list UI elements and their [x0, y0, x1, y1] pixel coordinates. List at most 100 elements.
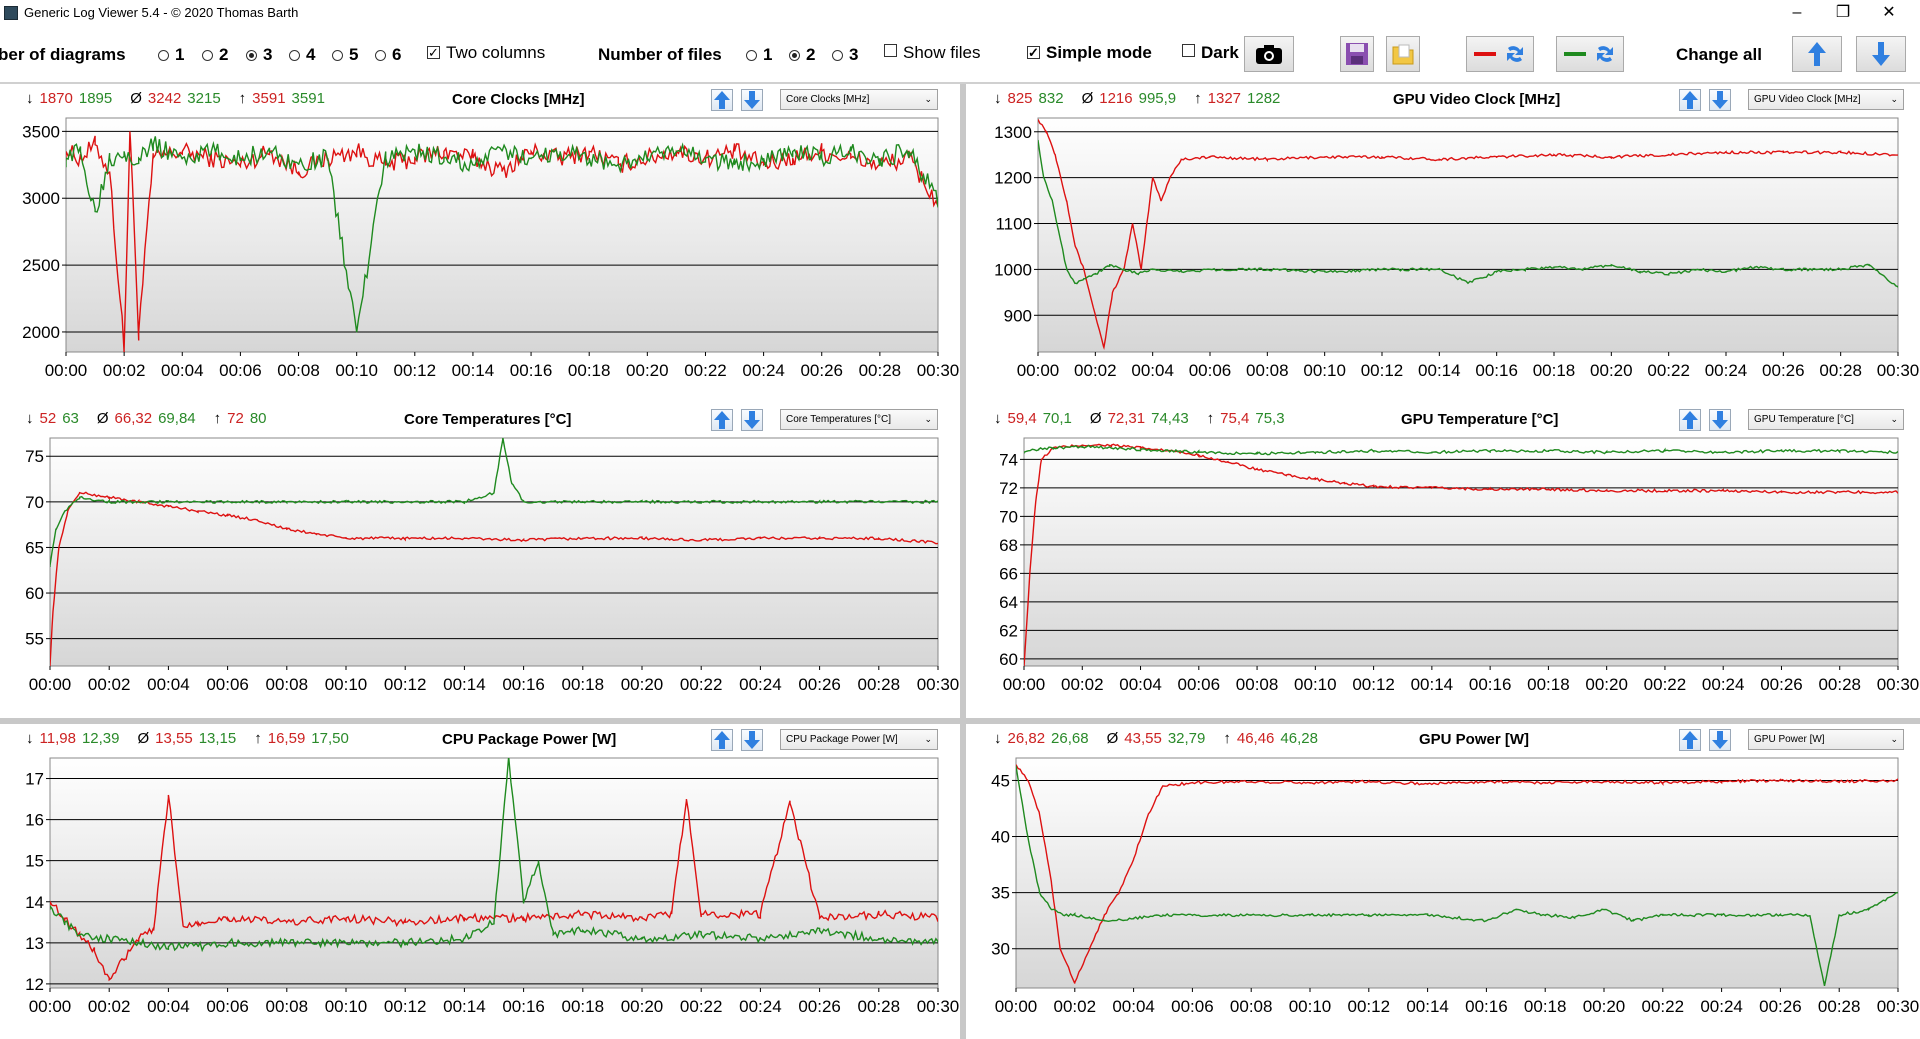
y-tick-label: 55 [25, 630, 44, 649]
series-down-button[interactable] [1709, 729, 1731, 751]
x-tick-label: 00:18 [1524, 997, 1567, 1016]
sensor-select[interactable]: GPU Video Clock [MHz] ⌄ [1748, 89, 1904, 110]
stats-line: ↓ 11,98 12,39 Ø 13,55 13,15 ↑ 16,59 17,50 [26, 730, 355, 747]
minimize-button[interactable]: – [1792, 4, 1802, 21]
x-tick-label: 00:06 [206, 675, 249, 694]
y-tick-label: 74 [999, 450, 1018, 469]
files-radio-2[interactable]: 2 [789, 45, 815, 65]
maximize-button[interactable]: ❐ [1835, 4, 1851, 21]
x-tick-label: 00:10 [1303, 361, 1346, 380]
x-tick-label: 00:28 [858, 997, 901, 1016]
x-tick-label: 00:14 [452, 361, 495, 380]
chart-title: Core Clocks [MHz] [452, 91, 585, 108]
x-tick-label: 00:14 [443, 675, 486, 694]
two-columns-checkbox[interactable]: ✓ Two columns [427, 43, 546, 62]
series-down-button[interactable] [1709, 89, 1731, 111]
diagrams-radio-5[interactable]: 5 [332, 45, 358, 65]
x-tick-label: 00:22 [1644, 675, 1687, 694]
x-tick-label: 00:04 [1112, 997, 1155, 1016]
plot-area [1015, 757, 1899, 989]
diagrams-radio-4[interactable]: 4 [289, 45, 315, 65]
min-green-value: 1895 [78, 90, 113, 107]
chart-core-clocks: 2000 2500 3000 3500 00:00 00:02 00:04 00:06 00:0… [22, 117, 960, 380]
swap-green-file-button[interactable] [1556, 36, 1624, 72]
avg-green-value: 3215 [187, 90, 221, 107]
checkbox-checked-icon: ✓ [1027, 45, 1040, 60]
x-tick-label: 00:00 [29, 675, 72, 694]
x-tick-label: 00:00 [29, 997, 72, 1016]
x-tick-label: 00:10 [325, 997, 368, 1016]
simple-mode-checkbox[interactable]: ✓ Simple mode [1027, 43, 1152, 62]
chevron-down-icon: ⌄ [924, 94, 932, 104]
max-red-value: 72 [227, 410, 244, 427]
max-green-value: 3591 [291, 90, 325, 107]
dark-checkbox[interactable]: Dark [1182, 43, 1239, 63]
save-button[interactable] [1340, 36, 1374, 72]
series-line-red [50, 491, 938, 666]
series-down-button[interactable] [741, 409, 763, 431]
max-red-value: 3591 [252, 90, 286, 107]
series-up-button[interactable] [1679, 409, 1701, 431]
max-green-value: 75,3 [1255, 410, 1285, 427]
chart-title: GPU Video Clock [MHz] [1393, 91, 1561, 108]
sensor-select[interactable]: Core Temperatures [°C] ⌄ [780, 409, 938, 430]
series-down-button[interactable] [741, 89, 763, 111]
x-tick-label: 00:30 [1877, 675, 1920, 694]
chevron-down-icon: ⌄ [1890, 734, 1898, 744]
stats-line: ↓ 825 832 Ø 1216 995,9 ↑ 1327 1282 [994, 90, 1286, 107]
avg-green-value: 69,84 [158, 410, 196, 427]
series-line-green [66, 136, 938, 333]
plot-area [1037, 117, 1899, 353]
avg-red-value: 72,31 [1107, 410, 1146, 427]
folder-icon [1392, 44, 1414, 65]
y-tick-label: 1300 [994, 123, 1032, 142]
arrow-down-icon [744, 731, 760, 749]
files-radio-1[interactable]: 1 [746, 45, 772, 65]
x-tick-label: 00:12 [384, 675, 427, 694]
change-all-up-button[interactable] [1792, 36, 1842, 72]
series-line-red [1038, 119, 1898, 350]
diagrams-radio-3[interactable]: 3 [246, 45, 272, 65]
x-tick-label: 00:04 [1131, 361, 1174, 380]
avg-symbol: Ø [130, 90, 142, 107]
series-down-button[interactable] [741, 729, 763, 751]
sensor-select[interactable]: GPU Power [W] ⌄ [1748, 729, 1904, 750]
x-tick-label: 00:24 [1702, 675, 1745, 694]
open-folder-button[interactable] [1386, 36, 1420, 72]
screenshot-button[interactable] [1244, 36, 1294, 72]
series-up-button[interactable] [1679, 89, 1701, 111]
y-tick-label: 72 [999, 479, 1018, 498]
arrow-down-icon [1872, 42, 1890, 66]
sensor-select[interactable]: CPU Package Power [W] ⌄ [780, 729, 938, 750]
sensor-select[interactable]: GPU Temperature [°C] ⌄ [1748, 409, 1904, 430]
y-tick-label: 60 [25, 584, 44, 603]
x-tick-label: 00:04 [147, 675, 190, 694]
x-tick-label: 00:02 [1054, 997, 1097, 1016]
x-tick-label: 00:00 [1003, 675, 1046, 694]
series-up-button[interactable] [711, 409, 733, 431]
diagrams-radio-1[interactable]: 1 [158, 45, 184, 65]
series-up-button[interactable] [711, 729, 733, 751]
diagrams-radio-2[interactable]: 2 [202, 45, 228, 65]
y-tick-label: 900 [1004, 306, 1032, 325]
change-all-down-button[interactable] [1856, 36, 1906, 72]
series-up-button[interactable] [711, 89, 733, 111]
series-down-button[interactable] [1709, 409, 1731, 431]
x-tick-label: 00:10 [335, 361, 378, 380]
arrow-up-icon [714, 411, 730, 429]
y-tick-label: 2000 [22, 323, 60, 342]
plot-area [49, 757, 939, 989]
title-bar: Generic Log Viewer 5.4 - © 2020 Thomas B… [0, 0, 1920, 26]
x-tick-label: 00:06 [206, 997, 249, 1016]
series-up-button[interactable] [1679, 729, 1701, 751]
close-button[interactable]: ✕ [1882, 4, 1896, 21]
show-files-checkbox[interactable]: Show files [884, 43, 980, 63]
radio-selected-icon [246, 50, 257, 61]
x-tick-label: 00:30 [917, 361, 960, 380]
swap-red-file-button[interactable] [1466, 36, 1534, 72]
files-radio-3[interactable]: 3 [832, 45, 858, 65]
diagrams-radio-6[interactable]: 6 [375, 45, 401, 65]
sensor-select[interactable]: Core Clocks [MHz] ⌄ [780, 89, 938, 110]
series-line-green [50, 758, 938, 953]
min-red-value: 11,98 [39, 730, 76, 747]
